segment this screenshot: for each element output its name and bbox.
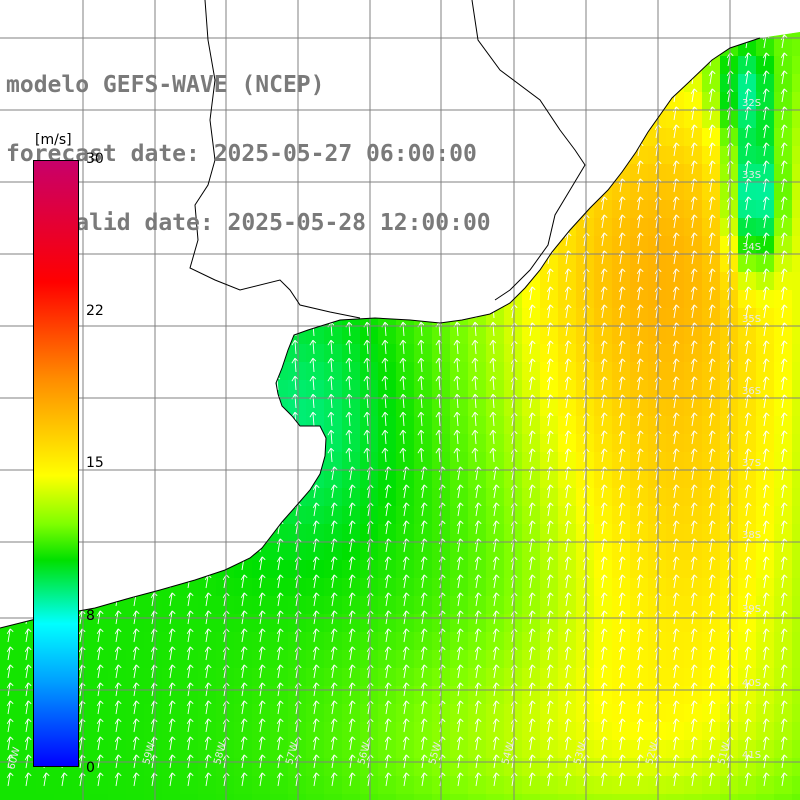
lat-label: 32S — [742, 98, 761, 109]
lat-label: 35S — [742, 314, 761, 325]
lat-label: 40S — [742, 678, 761, 689]
map-title: modelo GEFS-WAVE (NCEP) forecast date: 2… — [6, 28, 491, 258]
lat-label: 33S — [742, 170, 761, 181]
lat-label: 41S — [742, 750, 761, 761]
lat-label: 34S — [742, 242, 761, 253]
forecast-date: forecast date: 2025-05-27 06:00:00 — [6, 141, 477, 167]
lat-label: 38S — [742, 530, 761, 541]
lat-label: 37S — [742, 458, 761, 469]
lat-label: 39S — [742, 604, 761, 615]
valid-date: valid date: 2025-05-28 12:00:00 — [6, 210, 491, 236]
river-outline — [189, 0, 361, 319]
coastline — [0, 37, 761, 629]
lat-label: 36S — [742, 386, 761, 397]
lagoon-outline — [471, 0, 586, 301]
model-title: modelo GEFS-WAVE (NCEP) — [6, 72, 325, 98]
